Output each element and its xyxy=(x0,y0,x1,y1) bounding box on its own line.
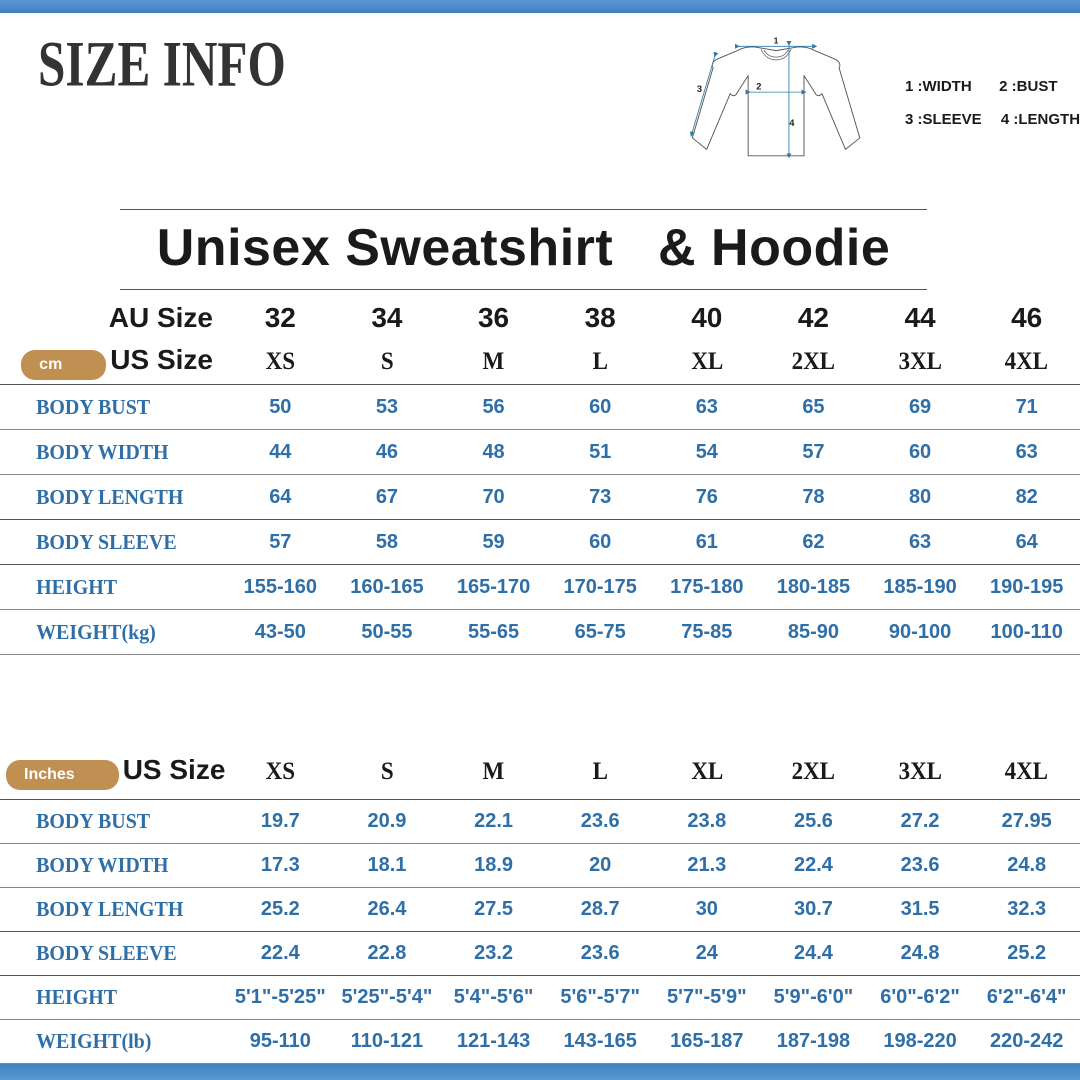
svg-text:2: 2 xyxy=(756,81,761,91)
svg-text:1: 1 xyxy=(774,35,779,45)
svg-text:3: 3 xyxy=(697,84,702,94)
svg-text:4: 4 xyxy=(789,118,795,128)
